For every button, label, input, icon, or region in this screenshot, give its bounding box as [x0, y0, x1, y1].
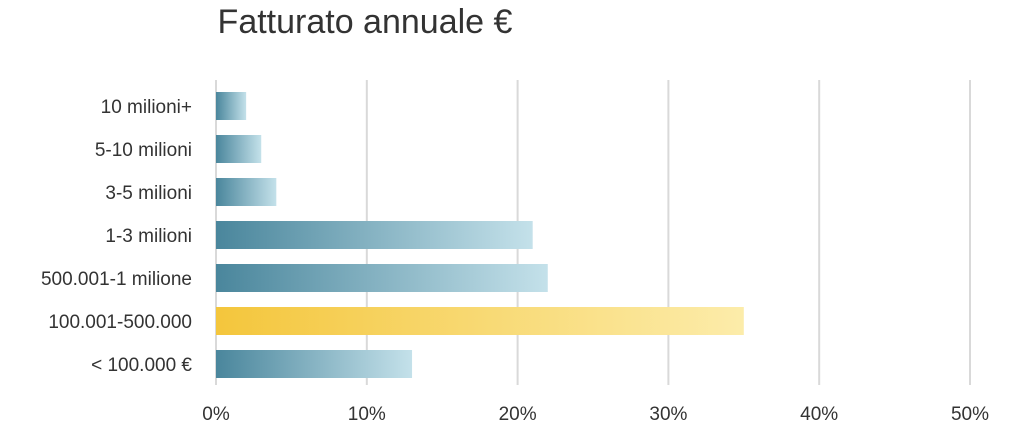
bar-highlight [216, 307, 744, 335]
category-label: 100.001-500.000 [48, 312, 192, 333]
bar [216, 264, 548, 292]
x-axis-ticks: 0% 10% 20% 30% 40% 50% [202, 404, 989, 425]
x-tick-label: 40% [800, 404, 838, 425]
bars [216, 92, 744, 378]
bar [216, 135, 262, 163]
category-label: 500.001-1 milione [41, 269, 192, 290]
x-tick-label: 10% [348, 404, 386, 425]
chart-title: Fatturato annuale € [217, 3, 513, 41]
x-tick-label: 30% [649, 404, 687, 425]
category-label: 1-3 milioni [105, 226, 192, 247]
category-label: 3-5 milioni [105, 183, 192, 204]
category-label: < 100.000 € [91, 355, 192, 376]
bar [216, 350, 413, 378]
category-label: 5-10 milioni [95, 140, 192, 161]
x-tick-label: 20% [499, 404, 537, 425]
x-tick-label: 50% [951, 404, 989, 425]
bar [216, 221, 533, 249]
x-tick-label: 0% [202, 404, 230, 425]
category-label: 10 milioni+ [101, 97, 192, 118]
bar [216, 178, 277, 206]
bar [216, 92, 247, 120]
category-labels: 10 milioni+ 5-10 milioni 3-5 milioni 1-3 mi… [41, 97, 192, 376]
